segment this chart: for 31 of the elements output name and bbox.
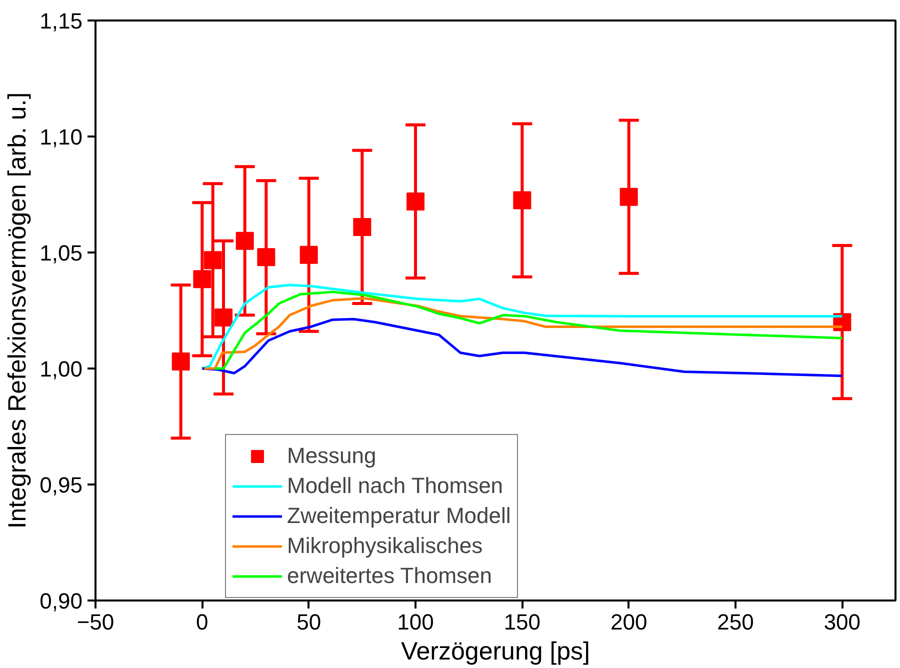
point: [406, 192, 424, 210]
legend-label: Mikrophysikalisches: [287, 532, 483, 560]
y-axis-title: Integrales Refelxionsvermögen [arb. u.]: [4, 92, 32, 529]
point: [172, 352, 190, 371]
x-tick-label: 250: [717, 610, 754, 634]
line-series: [200, 318, 844, 378]
legend-label: Messung: [287, 442, 376, 470]
y-tick-label: 1,05: [40, 240, 83, 266]
x-tick-label: 0: [196, 610, 208, 634]
legend-label: erweitertes Thomsen: [287, 562, 492, 590]
point: [257, 248, 276, 266]
x-tick-label: 150: [504, 610, 541, 634]
point: [193, 270, 212, 288]
point: [353, 218, 372, 236]
x-tick-label: 50: [296, 610, 322, 634]
legend-label: Modell nach Thomsen: [287, 472, 504, 500]
x-axis-title: Verzögerung [ps]: [400, 638, 590, 666]
point: [204, 251, 222, 270]
y-tick-label: 1,15: [40, 8, 83, 34]
y-tick-label: 0,95: [40, 472, 83, 498]
y-tick-label: 1,00: [40, 356, 83, 382]
point: [620, 188, 638, 206]
x-tick-label: 300: [824, 610, 861, 634]
point: [236, 232, 254, 250]
y-tick-label: 1,10: [40, 124, 83, 150]
x-tick-label: 200: [610, 610, 648, 634]
x-tick-label: 100: [397, 610, 434, 634]
point: [214, 308, 232, 326]
point: [513, 191, 532, 210]
legend-label: Zweitemperatur Modell: [287, 502, 511, 530]
point: [300, 246, 318, 264]
